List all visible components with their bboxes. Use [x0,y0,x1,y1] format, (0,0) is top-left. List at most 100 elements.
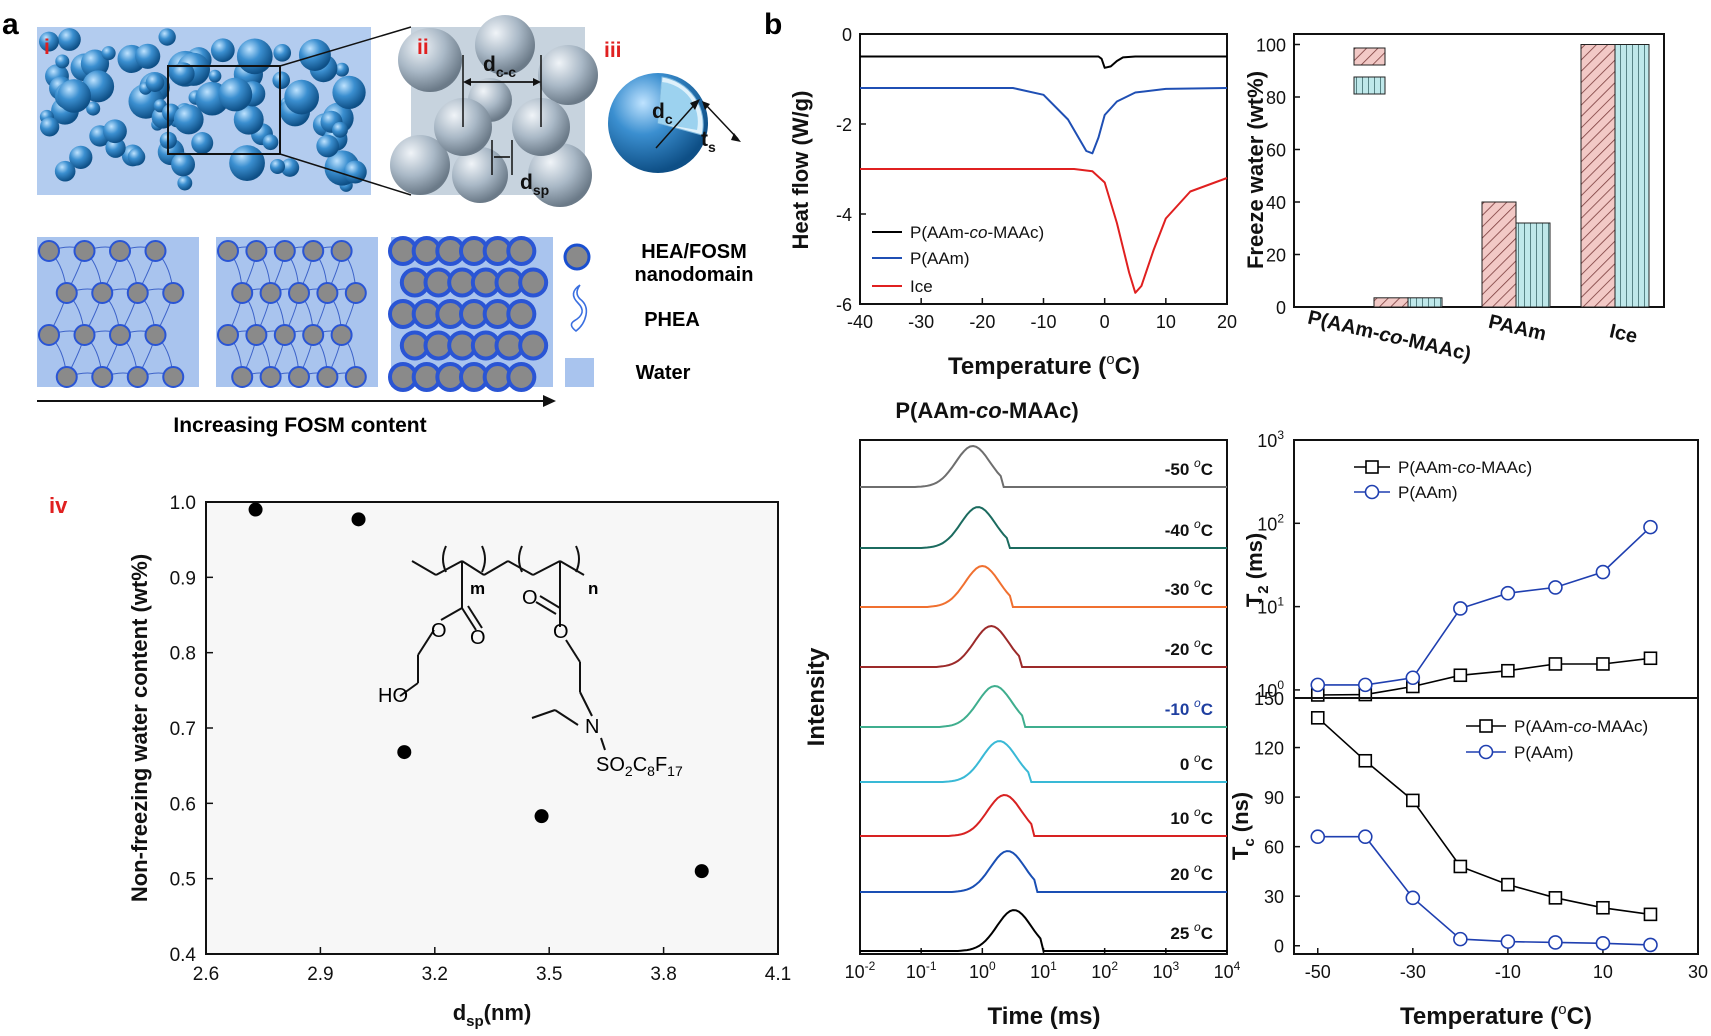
legend-nanodomain: nanodomain [635,264,754,286]
domain-sphere [57,79,91,113]
nanodomain [73,240,96,262]
data-marker [1643,907,1658,922]
bar [1481,201,1517,308]
domain-sphere [127,148,146,166]
nanodomain-icon [563,243,591,271]
nanodomain [344,366,367,388]
data-marker [1453,668,1468,683]
domain-sphere [80,49,110,78]
nanodomain [144,240,167,262]
bar [1614,44,1650,308]
dcc-label: dc-c [483,53,516,80]
increasing-fosm-arrow: Increasing FOSM content [37,395,556,437]
x-axis-label: dsp(nm) [453,1000,532,1030]
nanodomain [506,236,537,266]
temperature-label: -30 oC [1165,576,1213,599]
dsp-label: dsp [520,171,549,198]
domain-sphere [332,121,348,138]
data-point [694,864,709,879]
temperature-label: 25 oC [1170,920,1213,943]
legend-entry: P(AAm-co-MAAc) [1398,458,1532,477]
temperature-label: -50 oC [1165,456,1213,479]
nanodomain [91,282,114,304]
domain-sphere [229,145,265,181]
dsc-heat-flow-chart: -40 -30 -20 -10 0 10 20 0 -2 -4 -6 P(AAm-co-MAAc) P(… [788,25,1237,380]
domain-sphere [191,132,214,155]
domain-sphere [135,43,161,69]
intensity-curve [860,506,1227,549]
ts-label: ts [701,128,716,155]
nanodomain [38,240,60,262]
y-tick-label: 90 [1264,788,1284,808]
domain-sphere [208,69,222,83]
nanodomain [330,324,353,346]
nanodomain [245,240,268,262]
legend-marker [1365,460,1379,474]
temperature-label: -10 oC [1165,696,1213,719]
data-marker [1643,519,1658,535]
t2-chart: 100 101 102 103 P(AAm-co-MAAc) P(AAm) T2 (ms) [1242,428,1699,702]
chart-title: P(AAm-co-MAAc) [895,398,1078,423]
data-point [534,809,549,824]
data-marker [1548,935,1563,950]
data-marker [1595,935,1611,951]
intensity-curve [860,684,1227,728]
panel-a-legend: HEA/FOSM nanodomain PHEA Water [563,241,754,387]
category-label: Ice [1607,320,1639,348]
x-tick-label: 101 [1030,959,1057,982]
domain-sphere [39,31,59,52]
x-tick-label: 10 [1156,312,1176,332]
x-tick-label: 10 [1593,962,1613,982]
nanodomain [518,330,549,361]
y-tick-label: -6 [836,295,852,315]
chem-o1: O [431,620,447,642]
data-marker [1453,601,1468,616]
data-marker [1310,829,1326,845]
temperature-label: 20 oC [1170,861,1213,884]
series-line [1317,835,1651,946]
zoomed-domain-image [390,15,598,207]
x-tick-label: 2.9 [307,964,333,985]
x-tick-label: 4.1 [765,964,791,985]
y-tick-label: 30 [1264,887,1284,907]
data-marker [1310,677,1326,693]
y-tick-label: 100 [1257,678,1284,701]
nanodomain [126,366,149,388]
nanodomain [55,282,78,304]
label-iii: iii [604,39,622,62]
nanodomain [231,366,254,388]
domain-sphere [57,28,81,51]
data-marker [1643,937,1658,953]
nanodomain [302,324,325,346]
nanodomain [109,324,131,346]
x-tick-label: 10-2 [845,959,876,982]
category-label: P(AAm-co-MAAc) [1306,307,1473,366]
nanodomain [316,282,339,304]
data-marker [1406,793,1420,808]
y-tick-label: 150 [1254,689,1284,709]
domain-sphere [284,79,320,115]
nanodomain [506,299,537,329]
domain-sphere [210,38,235,63]
label-ii: ii [417,36,429,59]
domain-sphere [272,71,291,90]
legend-hea-fosm: HEA/FOSM [641,241,747,263]
chem-o3: O [522,587,538,609]
x-tick-label: -30 [1400,962,1426,982]
intensity-curve [860,444,1227,488]
legend-water: Water [636,362,691,384]
legend-entry: P(AAm) [1398,483,1458,502]
x-tick-label: -50 [1305,962,1331,982]
y-tick-label: 60 [1266,141,1286,161]
legend-swatch-pink [1353,47,1386,66]
y-tick-label: 60 [1264,838,1284,858]
temperature-label: 0 oC [1180,751,1213,774]
chem-o4: O [553,621,569,643]
domain-sphere [103,119,127,144]
increasing-fosm-label: Increasing FOSM content [173,414,426,437]
x-axis-label: Temperature (oC) [1400,1001,1592,1030]
domain-sphere [69,145,93,169]
domain-sphere [54,160,76,182]
nanodomain [55,366,78,388]
